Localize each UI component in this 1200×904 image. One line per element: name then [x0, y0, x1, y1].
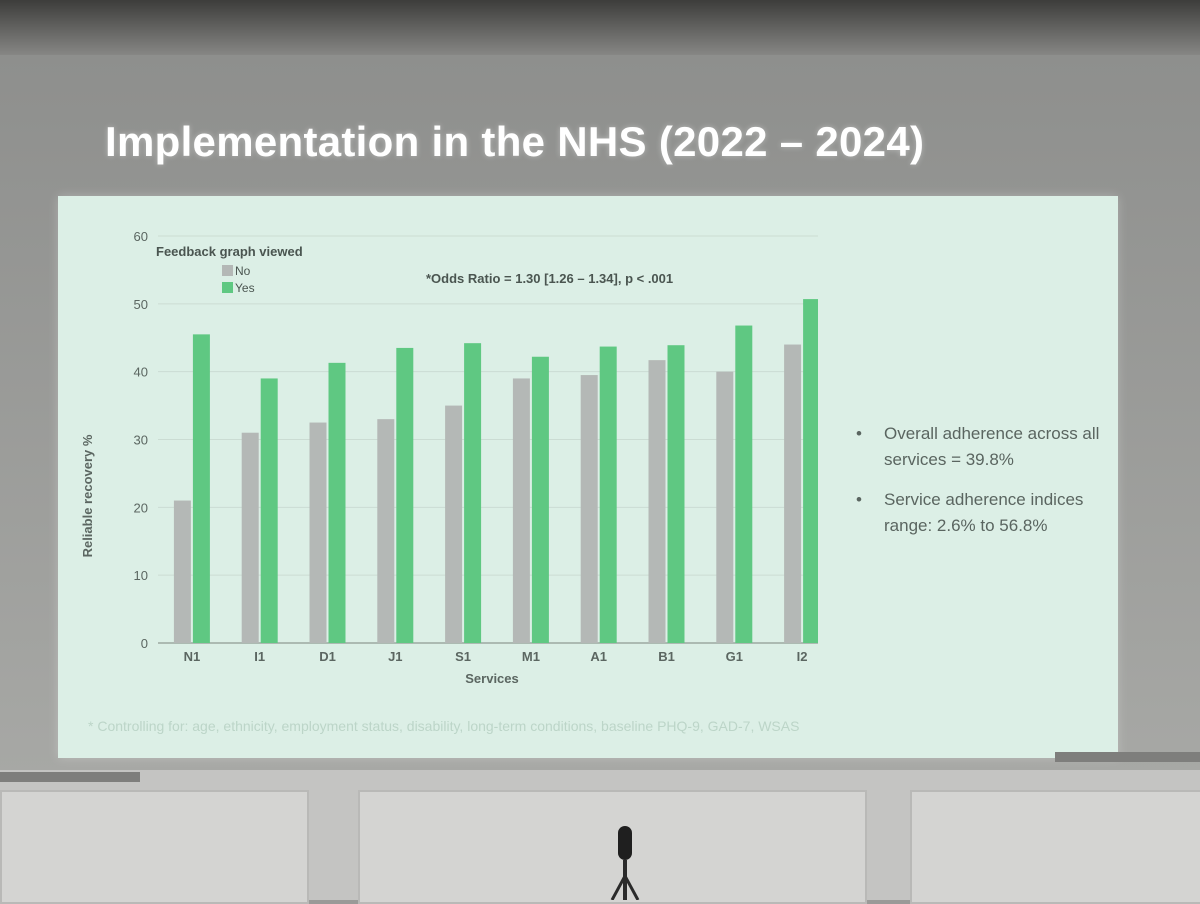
bar-no-n1 [173, 500, 191, 643]
bar-no-m1 [512, 378, 530, 643]
x-tick-label: S1 [455, 649, 471, 664]
y-axis-label: Reliable recovery % [80, 434, 95, 557]
microphone-icon [610, 826, 640, 900]
bar-yes-i2 [803, 299, 818, 643]
y-tick-label: 50 [134, 297, 148, 312]
legend-swatch-no [222, 265, 233, 276]
bar-yes-n1 [192, 334, 210, 643]
bar-yes-b1 [667, 345, 685, 643]
bar-no-i2 [784, 344, 802, 643]
bar-no-g1 [716, 371, 734, 643]
wall-panel [358, 790, 867, 904]
ledge-left [0, 772, 140, 782]
legend-swatch-yes [222, 282, 233, 293]
y-tick-label: 60 [134, 229, 148, 244]
bar-yes-m1 [531, 356, 549, 643]
y-tick-label: 30 [134, 433, 148, 448]
y-tick-label: 10 [134, 568, 148, 583]
bar-no-a1 [580, 375, 598, 643]
bullet-text: Service adherence indices range: 2.6% to… [884, 490, 1084, 535]
x-tick-label: J1 [388, 649, 402, 664]
y-tick-label: 40 [134, 365, 148, 380]
x-tick-label: D1 [319, 649, 336, 664]
x-tick-label: G1 [726, 649, 743, 664]
wall-panel [0, 790, 309, 904]
bar-no-b1 [648, 360, 666, 643]
bar-yes-d1 [328, 362, 346, 643]
x-axis-label: Services [465, 671, 519, 686]
y-tick-label: 20 [134, 500, 148, 515]
legend-label-no: No [235, 264, 251, 278]
bar-yes-j1 [396, 347, 414, 643]
legend-title: Feedback graph viewed [156, 244, 303, 259]
bar-no-s1 [445, 405, 463, 643]
bullet-list: • Overall adherence across all services … [848, 421, 1108, 553]
x-tick-label: B1 [658, 649, 675, 664]
bar-yes-g1 [735, 325, 753, 643]
wall-panel [910, 790, 1200, 904]
bar-no-j1 [377, 419, 395, 643]
footnote: * Controlling for: age, ethnicity, emplo… [88, 718, 800, 734]
bar-yes-a1 [599, 346, 617, 643]
odds-ratio-annotation: *Odds Ratio = 1.30 [1.26 – 1.34], p < .0… [426, 271, 673, 286]
bars [173, 299, 818, 643]
bullet-text: Overall adherence across all services = … [884, 424, 1100, 469]
labels: 0 10 20 30 40 50 60 N1 I1 D1 J1 S1 M1 A1 B1 G1 I2 [134, 229, 808, 664]
bullet-dot-icon: • [856, 490, 862, 509]
bar-no-i1 [241, 432, 259, 643]
bullet-item: • Overall adherence across all services … [848, 421, 1108, 473]
y-tick-label: 0 [141, 636, 148, 651]
slide-title: Implementation in the NHS (2022 – 2024) [105, 118, 925, 165]
bar-chart: 0 10 20 30 40 50 60 N1 I1 D1 J1 S1 M1 A1 B1 G1 I2 Reliab… [80, 229, 818, 686]
x-tick-label: I2 [797, 649, 808, 664]
x-tick-label: I1 [254, 649, 265, 664]
x-tick-label: M1 [522, 649, 540, 664]
x-tick-label: A1 [590, 649, 607, 664]
ceiling [0, 0, 1200, 60]
ledge-right [1055, 752, 1200, 762]
bar-yes-i1 [260, 378, 278, 643]
bullet-item: • Service adherence indices range: 2.6% … [848, 487, 1108, 539]
bar-no-d1 [309, 422, 327, 643]
x-tick-label: N1 [184, 649, 201, 664]
legend-label-yes: Yes [235, 281, 255, 295]
bar-yes-s1 [464, 343, 482, 643]
bullet-dot-icon: • [856, 424, 862, 443]
slide-content: 0 10 20 30 40 50 60 N1 I1 D1 J1 S1 M1 A1 B1 G1 I2 Reliab… [58, 196, 1118, 758]
